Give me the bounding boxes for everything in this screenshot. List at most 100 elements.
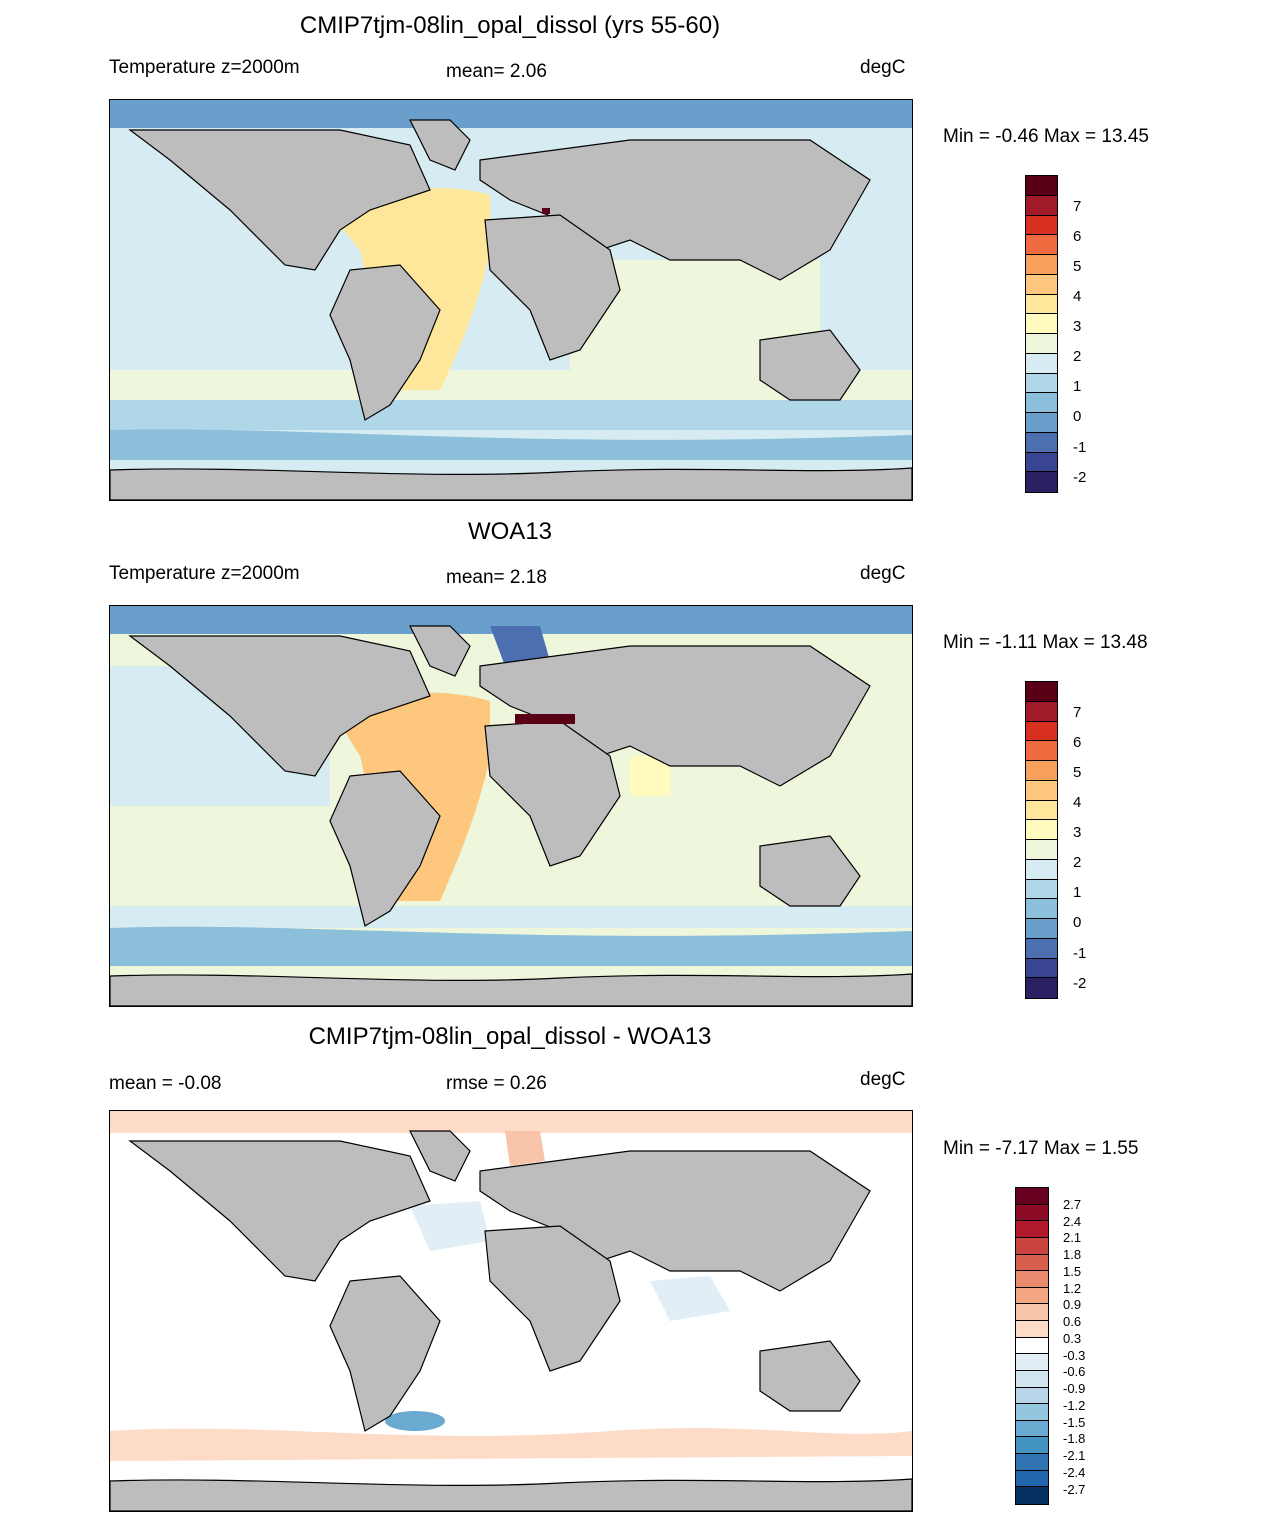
panel1-title: CMIP7tjm-08lin_opal_dissol (yrs 55-60)	[299, 12, 721, 39]
panel2-tick: -1	[1073, 945, 1087, 962]
colorbar-swatch	[1026, 274, 1057, 295]
panel3-rmse-label: rmse = 0.26	[446, 1073, 547, 1094]
panel1-mean-label: mean= 2.06	[446, 61, 547, 82]
panel3-tick: -0.6	[1063, 1364, 1086, 1379]
panel3-tick: 2.4	[1063, 1214, 1082, 1229]
colorbar-swatch	[1026, 938, 1057, 959]
panel1-tick: 4	[1073, 288, 1082, 305]
panel3-tick: -1.8	[1063, 1431, 1086, 1446]
colorbar-swatch	[1026, 353, 1057, 374]
panel1-colorbar	[1025, 175, 1058, 493]
panel2-mean-label: mean= 2.18	[446, 567, 547, 588]
panel1-tick: 0	[1073, 408, 1082, 425]
colorbar-swatch	[1026, 701, 1057, 722]
panel3-tick: -2.1	[1063, 1448, 1086, 1463]
panel2-tick: 5	[1073, 764, 1082, 781]
colorbar-swatch	[1016, 1420, 1048, 1438]
panel3-tick: 1.5	[1063, 1264, 1082, 1279]
colorbar-swatch	[1026, 721, 1057, 742]
colorbar-swatch	[1016, 1454, 1048, 1471]
colorbar-swatch	[1026, 958, 1057, 979]
colorbar-swatch	[1026, 373, 1057, 394]
panel3-mean-label: mean = -0.08	[109, 1073, 222, 1094]
panel2-unit-label: degC	[860, 563, 906, 584]
panel3-minmax-label: Min = -7.17 Max = 1.55	[943, 1138, 1139, 1159]
panel2-title: WOA13	[467, 518, 553, 545]
colorbar-swatch	[1026, 235, 1057, 255]
colorbar-swatch	[1026, 255, 1057, 275]
panel2-tick: 3	[1073, 824, 1082, 841]
panel2-tick: 4	[1073, 794, 1082, 811]
panel2-colorbar	[1025, 681, 1058, 999]
colorbar-swatch	[1016, 1354, 1048, 1371]
panel1-tick: 6	[1073, 228, 1082, 245]
colorbar-swatch	[1016, 1487, 1048, 1504]
panel2-tick: 1	[1073, 884, 1082, 901]
panel3-tick: 2.7	[1063, 1197, 1082, 1212]
panel3-colorbar	[1015, 1187, 1049, 1505]
colorbar-swatch	[1026, 294, 1057, 315]
panel2-map	[109, 605, 913, 1007]
colorbar-swatch	[1016, 1404, 1048, 1421]
panel3-tick: -1.5	[1063, 1415, 1086, 1430]
panel3-tick: 1.8	[1063, 1247, 1082, 1262]
colorbar-swatch	[1016, 1437, 1048, 1454]
colorbar-swatch	[1026, 820, 1057, 840]
panel1-minmax-label: Min = -0.46 Max = 13.45	[943, 126, 1149, 147]
panel2-tick: 6	[1073, 734, 1082, 751]
colorbar-swatch	[1026, 899, 1057, 919]
colorbar-swatch	[1026, 393, 1057, 413]
colorbar-swatch	[1026, 800, 1057, 821]
colorbar-swatch	[1026, 682, 1057, 702]
panel2-tick: -2	[1073, 975, 1087, 992]
panel3-tick: 2.1	[1063, 1230, 1082, 1245]
colorbar-swatch	[1016, 1337, 1048, 1355]
colorbar-swatch	[1016, 1204, 1048, 1222]
colorbar-swatch	[1016, 1470, 1048, 1488]
colorbar-swatch	[1016, 1237, 1048, 1255]
panel1-coastlines	[110, 119, 912, 500]
colorbar-swatch	[1026, 452, 1057, 473]
colorbar-swatch	[1026, 919, 1057, 939]
panel1-tick: 1	[1073, 378, 1082, 395]
panel1-tick: 7	[1073, 198, 1082, 215]
panel3-tick: 0.6	[1063, 1314, 1082, 1329]
colorbar-swatch	[1016, 1271, 1048, 1288]
panel3-tick: -0.9	[1063, 1381, 1086, 1396]
panel2-tick: 7	[1073, 704, 1082, 721]
colorbar-swatch	[1026, 176, 1057, 196]
panel3-coastlines	[110, 1130, 912, 1511]
panel1-unit-label: degC	[860, 57, 906, 78]
panel1-tick: 5	[1073, 258, 1082, 275]
panel1-map	[109, 99, 913, 501]
panel3-tick: 0.9	[1063, 1297, 1082, 1312]
panel3-tick: -2.4	[1063, 1465, 1086, 1480]
panel3-tick: 1.2	[1063, 1281, 1082, 1296]
colorbar-swatch	[1026, 780, 1057, 801]
colorbar-swatch	[1026, 334, 1057, 354]
panel3-unit-label: degC	[860, 1069, 906, 1090]
panel3-map	[109, 1110, 913, 1512]
colorbar-swatch	[1026, 741, 1057, 761]
panel3-title: CMIP7tjm-08lin_opal_dissol - WOA13	[308, 1023, 712, 1050]
colorbar-swatch	[1016, 1221, 1048, 1238]
colorbar-swatch	[1026, 195, 1057, 216]
panel2-minmax-label: Min = -1.11 Max = 13.48	[943, 632, 1148, 653]
panel1-tick: -2	[1073, 469, 1087, 486]
colorbar-swatch	[1026, 432, 1057, 453]
colorbar-swatch	[1026, 215, 1057, 236]
panel1-tick: -1	[1073, 439, 1087, 456]
colorbar-swatch	[1016, 1304, 1048, 1321]
colorbar-swatch	[1016, 1254, 1048, 1272]
colorbar-swatch	[1016, 1370, 1048, 1388]
colorbar-swatch	[1026, 413, 1057, 433]
colorbar-swatch	[1016, 1188, 1048, 1205]
colorbar-swatch	[1026, 879, 1057, 900]
panel3-tick: -0.3	[1063, 1348, 1086, 1363]
panel1-tick: 2	[1073, 348, 1082, 365]
colorbar-swatch	[1026, 978, 1057, 998]
panel2-coastlines	[110, 625, 912, 1006]
panel3-tick: -2.7	[1063, 1482, 1086, 1497]
colorbar-swatch	[1026, 314, 1057, 334]
colorbar-swatch	[1026, 472, 1057, 492]
